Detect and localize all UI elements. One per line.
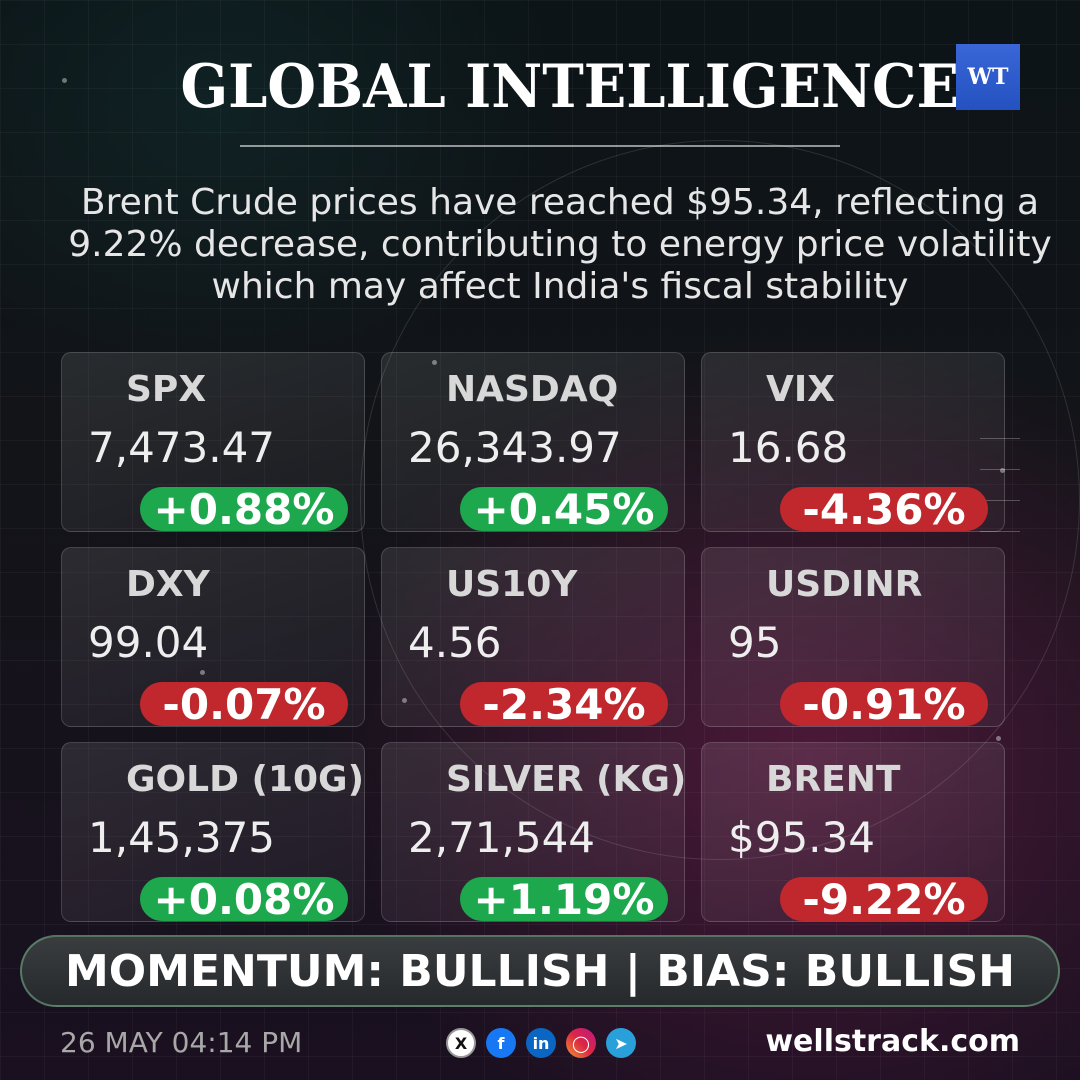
decorative-dot bbox=[200, 670, 205, 675]
change-badge: +0.08% bbox=[140, 875, 348, 924]
brand-logo[interactable]: WT bbox=[956, 44, 1020, 110]
telegram-icon[interactable]: ➤ bbox=[606, 1028, 636, 1058]
market-card-gold: GOLD (10G) 1,45,375 +0.08% bbox=[61, 742, 365, 924]
card-label: GOLD (10G) bbox=[126, 759, 365, 800]
card-label: USDINR bbox=[766, 564, 923, 605]
instagram-icon[interactable]: ◯ bbox=[566, 1028, 596, 1058]
timestamp: 26 MAY 04:14 PM bbox=[60, 1026, 303, 1059]
change-badge: -0.91% bbox=[780, 680, 988, 729]
change-badge: +0.88% bbox=[140, 485, 348, 534]
website-link[interactable]: wellstrack.com bbox=[765, 1024, 1020, 1059]
decorative-dot bbox=[1000, 468, 1005, 473]
decorative-dot bbox=[62, 78, 67, 83]
card-label: SPX bbox=[126, 369, 207, 410]
card-label: NASDAQ bbox=[446, 369, 619, 410]
headline-text: Brent Crude prices have reached $95.34, … bbox=[68, 182, 1052, 307]
market-card-us10y: US10Y 4.56 -2.34% bbox=[381, 547, 685, 729]
momentum-bias-bar: MOMENTUM: BULLISH | BIAS: BULLISH bbox=[20, 935, 1060, 1007]
decorative-dot bbox=[432, 360, 437, 365]
card-value: 26,343.97 bbox=[408, 423, 622, 472]
market-card-vix: VIX 16.68 -4.36% bbox=[701, 352, 1005, 534]
market-card-nasdaq: NASDAQ 26,343.97 +0.45% bbox=[381, 352, 685, 534]
card-label: VIX bbox=[766, 369, 836, 410]
market-card-spx: SPX 7,473.47 +0.88% bbox=[61, 352, 365, 534]
change-badge: -2.34% bbox=[460, 680, 668, 729]
market-card-brent: BRENT $95.34 -9.22% bbox=[701, 742, 1005, 924]
market-card-silver: SILVER (KG) 2,71,544 +1.19% bbox=[381, 742, 687, 924]
change-badge: -4.36% bbox=[780, 485, 988, 534]
card-value: 2,71,544 bbox=[408, 813, 596, 862]
page-title: GLOBAL INTELLIGENCE bbox=[180, 52, 959, 122]
change-badge: -9.22% bbox=[780, 875, 988, 924]
social-links: X f in ◯ ➤ bbox=[446, 1028, 636, 1058]
card-value: 4.56 bbox=[408, 618, 502, 667]
card-label: BRENT bbox=[766, 759, 901, 800]
facebook-icon[interactable]: f bbox=[486, 1028, 516, 1058]
card-value: 7,473.47 bbox=[88, 423, 276, 472]
card-label: SILVER (KG) bbox=[446, 759, 687, 800]
decorative-ticks bbox=[980, 438, 1020, 562]
card-label: US10Y bbox=[446, 564, 578, 605]
card-label: DXY bbox=[126, 564, 210, 605]
x-icon[interactable]: X bbox=[446, 1028, 476, 1058]
change-badge: +1.19% bbox=[460, 875, 668, 924]
title-divider bbox=[240, 145, 840, 147]
decorative-dot bbox=[402, 698, 407, 703]
linkedin-icon[interactable]: in bbox=[526, 1028, 556, 1058]
change-badge: +0.45% bbox=[460, 485, 668, 534]
change-badge: -0.07% bbox=[140, 680, 348, 729]
market-card-dxy: DXY 99.04 -0.07% bbox=[61, 547, 365, 729]
card-value: $95.34 bbox=[728, 813, 875, 862]
card-value: 16.68 bbox=[728, 423, 849, 472]
card-value: 95 bbox=[728, 618, 782, 667]
card-value: 99.04 bbox=[88, 618, 209, 667]
market-card-usdinr: USDINR 95 -0.91% bbox=[701, 547, 1005, 729]
card-value: 1,45,375 bbox=[88, 813, 276, 862]
decorative-dot bbox=[996, 736, 1001, 741]
